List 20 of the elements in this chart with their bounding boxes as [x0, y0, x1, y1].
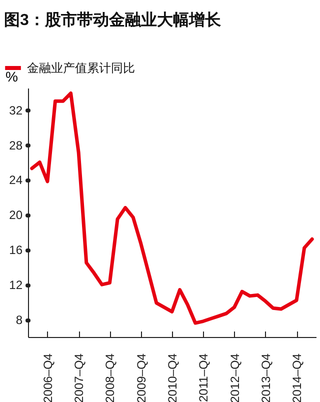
y-axis-title: %	[6, 68, 18, 84]
y-tick-label: 32	[9, 103, 23, 118]
x-tick-label: 2008–Q4	[103, 353, 118, 402]
x-tick-label: 2006–Q4	[40, 353, 55, 402]
legend-label: 金融业产值累计同比	[27, 61, 135, 75]
chart-title: 图3：股市带动金融业大幅增长	[4, 11, 222, 29]
x-tick-label: 2012–Q4	[228, 353, 242, 402]
x-tick-label: 2013–Q4	[258, 353, 273, 402]
x-tick-label: 2009–Q4	[134, 353, 148, 402]
y-tick-label: 12	[9, 278, 23, 292]
y-tick-label: 16	[9, 243, 23, 258]
y-tick-label: 20	[9, 208, 23, 222]
y-tick-label: 28	[9, 138, 23, 152]
y-tick-label: 8	[16, 313, 23, 328]
x-tick-label: 2007–Q4	[72, 353, 86, 402]
line-series	[30, 91, 314, 325]
x-tick-label: 2011–Q4	[196, 353, 211, 402]
x-tick-label: 2010–Q4	[166, 353, 180, 402]
y-tick-label: 24	[9, 173, 23, 188]
x-tick-label: 2014–Q4	[290, 353, 304, 402]
